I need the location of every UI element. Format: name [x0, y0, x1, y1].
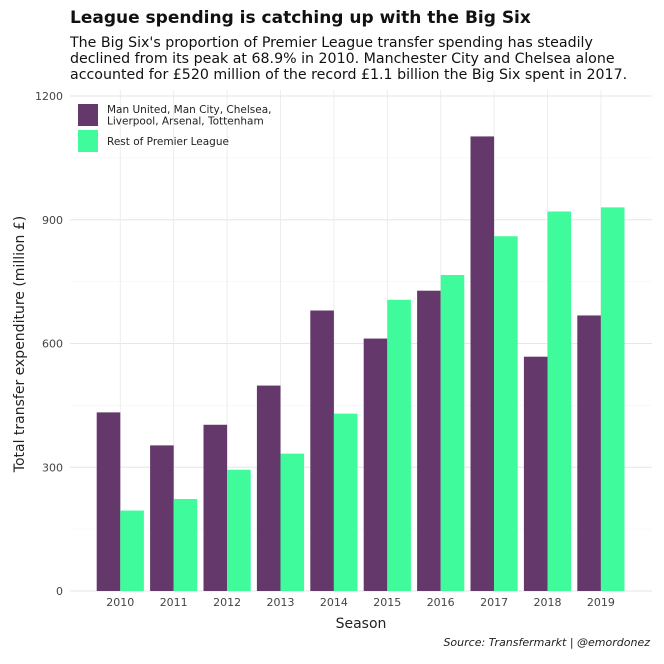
y-tick-label: 300 [42, 461, 63, 474]
y-axis-label: Total transfer expenditure (million £) [12, 216, 28, 473]
y-axis-ticks: 0 300 600 900 1200 [35, 90, 63, 598]
bar-big-six [363, 338, 388, 591]
x-tick-label: 2018 [534, 596, 562, 609]
x-tick-label: 2011 [160, 596, 188, 609]
y-tick-label: 600 [42, 338, 63, 351]
x-axis-label: Season [336, 616, 387, 632]
x-tick-label: 2012 [213, 596, 241, 609]
bar-big-six [310, 310, 334, 591]
bar-rest-of-league [387, 299, 411, 591]
bar-rest-of-league [600, 207, 625, 591]
legend-label: Rest of Premier League [107, 136, 229, 148]
bar-big-six [256, 385, 281, 591]
bar-big-six [203, 424, 228, 591]
legend-label: Man United, Man City, Chelsea, Liverpool,… [107, 104, 271, 128]
bar-rest-of-league [333, 413, 358, 591]
subtitle-line: accounted for £520 million of the record… [70, 67, 628, 83]
bar-big-six [96, 412, 121, 591]
legend-key [78, 130, 98, 152]
bar-rest-of-league [120, 510, 144, 591]
bar-big-six [150, 445, 174, 591]
bar-rest-of-league [547, 211, 572, 591]
x-tick-label: 2017 [480, 596, 508, 609]
bars [96, 136, 625, 592]
bar-big-six [577, 315, 601, 591]
bar-rest-of-league [227, 469, 251, 591]
bar-rest-of-league [280, 453, 305, 591]
legend: Man United, Man City, Chelsea, Liverpool,… [78, 104, 271, 152]
y-tick-label: 1200 [35, 90, 63, 103]
bar-rest-of-league [173, 499, 198, 591]
x-tick-label: 2013 [267, 596, 295, 609]
bar-rest-of-league [494, 236, 518, 591]
x-tick-label: 2010 [106, 596, 134, 609]
bar-big-six [470, 136, 495, 592]
subtitle-line: The Big Six's proportion of Premier Leag… [70, 35, 593, 51]
legend-key [78, 104, 98, 126]
chart-subtitle: The Big Six's proportion of Premier Leag… [70, 35, 655, 83]
chart-title: League spending is catching up with the … [70, 8, 531, 28]
x-tick-label: 2015 [373, 596, 401, 609]
y-tick-label: 900 [42, 214, 63, 227]
x-axis-ticks: 2010 2011 2012 2013 2014 2015 2016 2017 2018 2019 [106, 596, 615, 609]
y-tick-label: 0 [56, 585, 63, 598]
bar-big-six [523, 356, 548, 591]
chart-caption: Source: Transfermarkt | @emordonez [443, 636, 650, 649]
x-tick-label: 2019 [587, 596, 615, 609]
subtitle-line: declined from its peak at 68.9% in 2010.… [70, 51, 615, 67]
bar-big-six [417, 290, 441, 591]
bar-rest-of-league [440, 275, 465, 591]
x-tick-label: 2016 [427, 596, 455, 609]
x-tick-label: 2014 [320, 596, 348, 609]
